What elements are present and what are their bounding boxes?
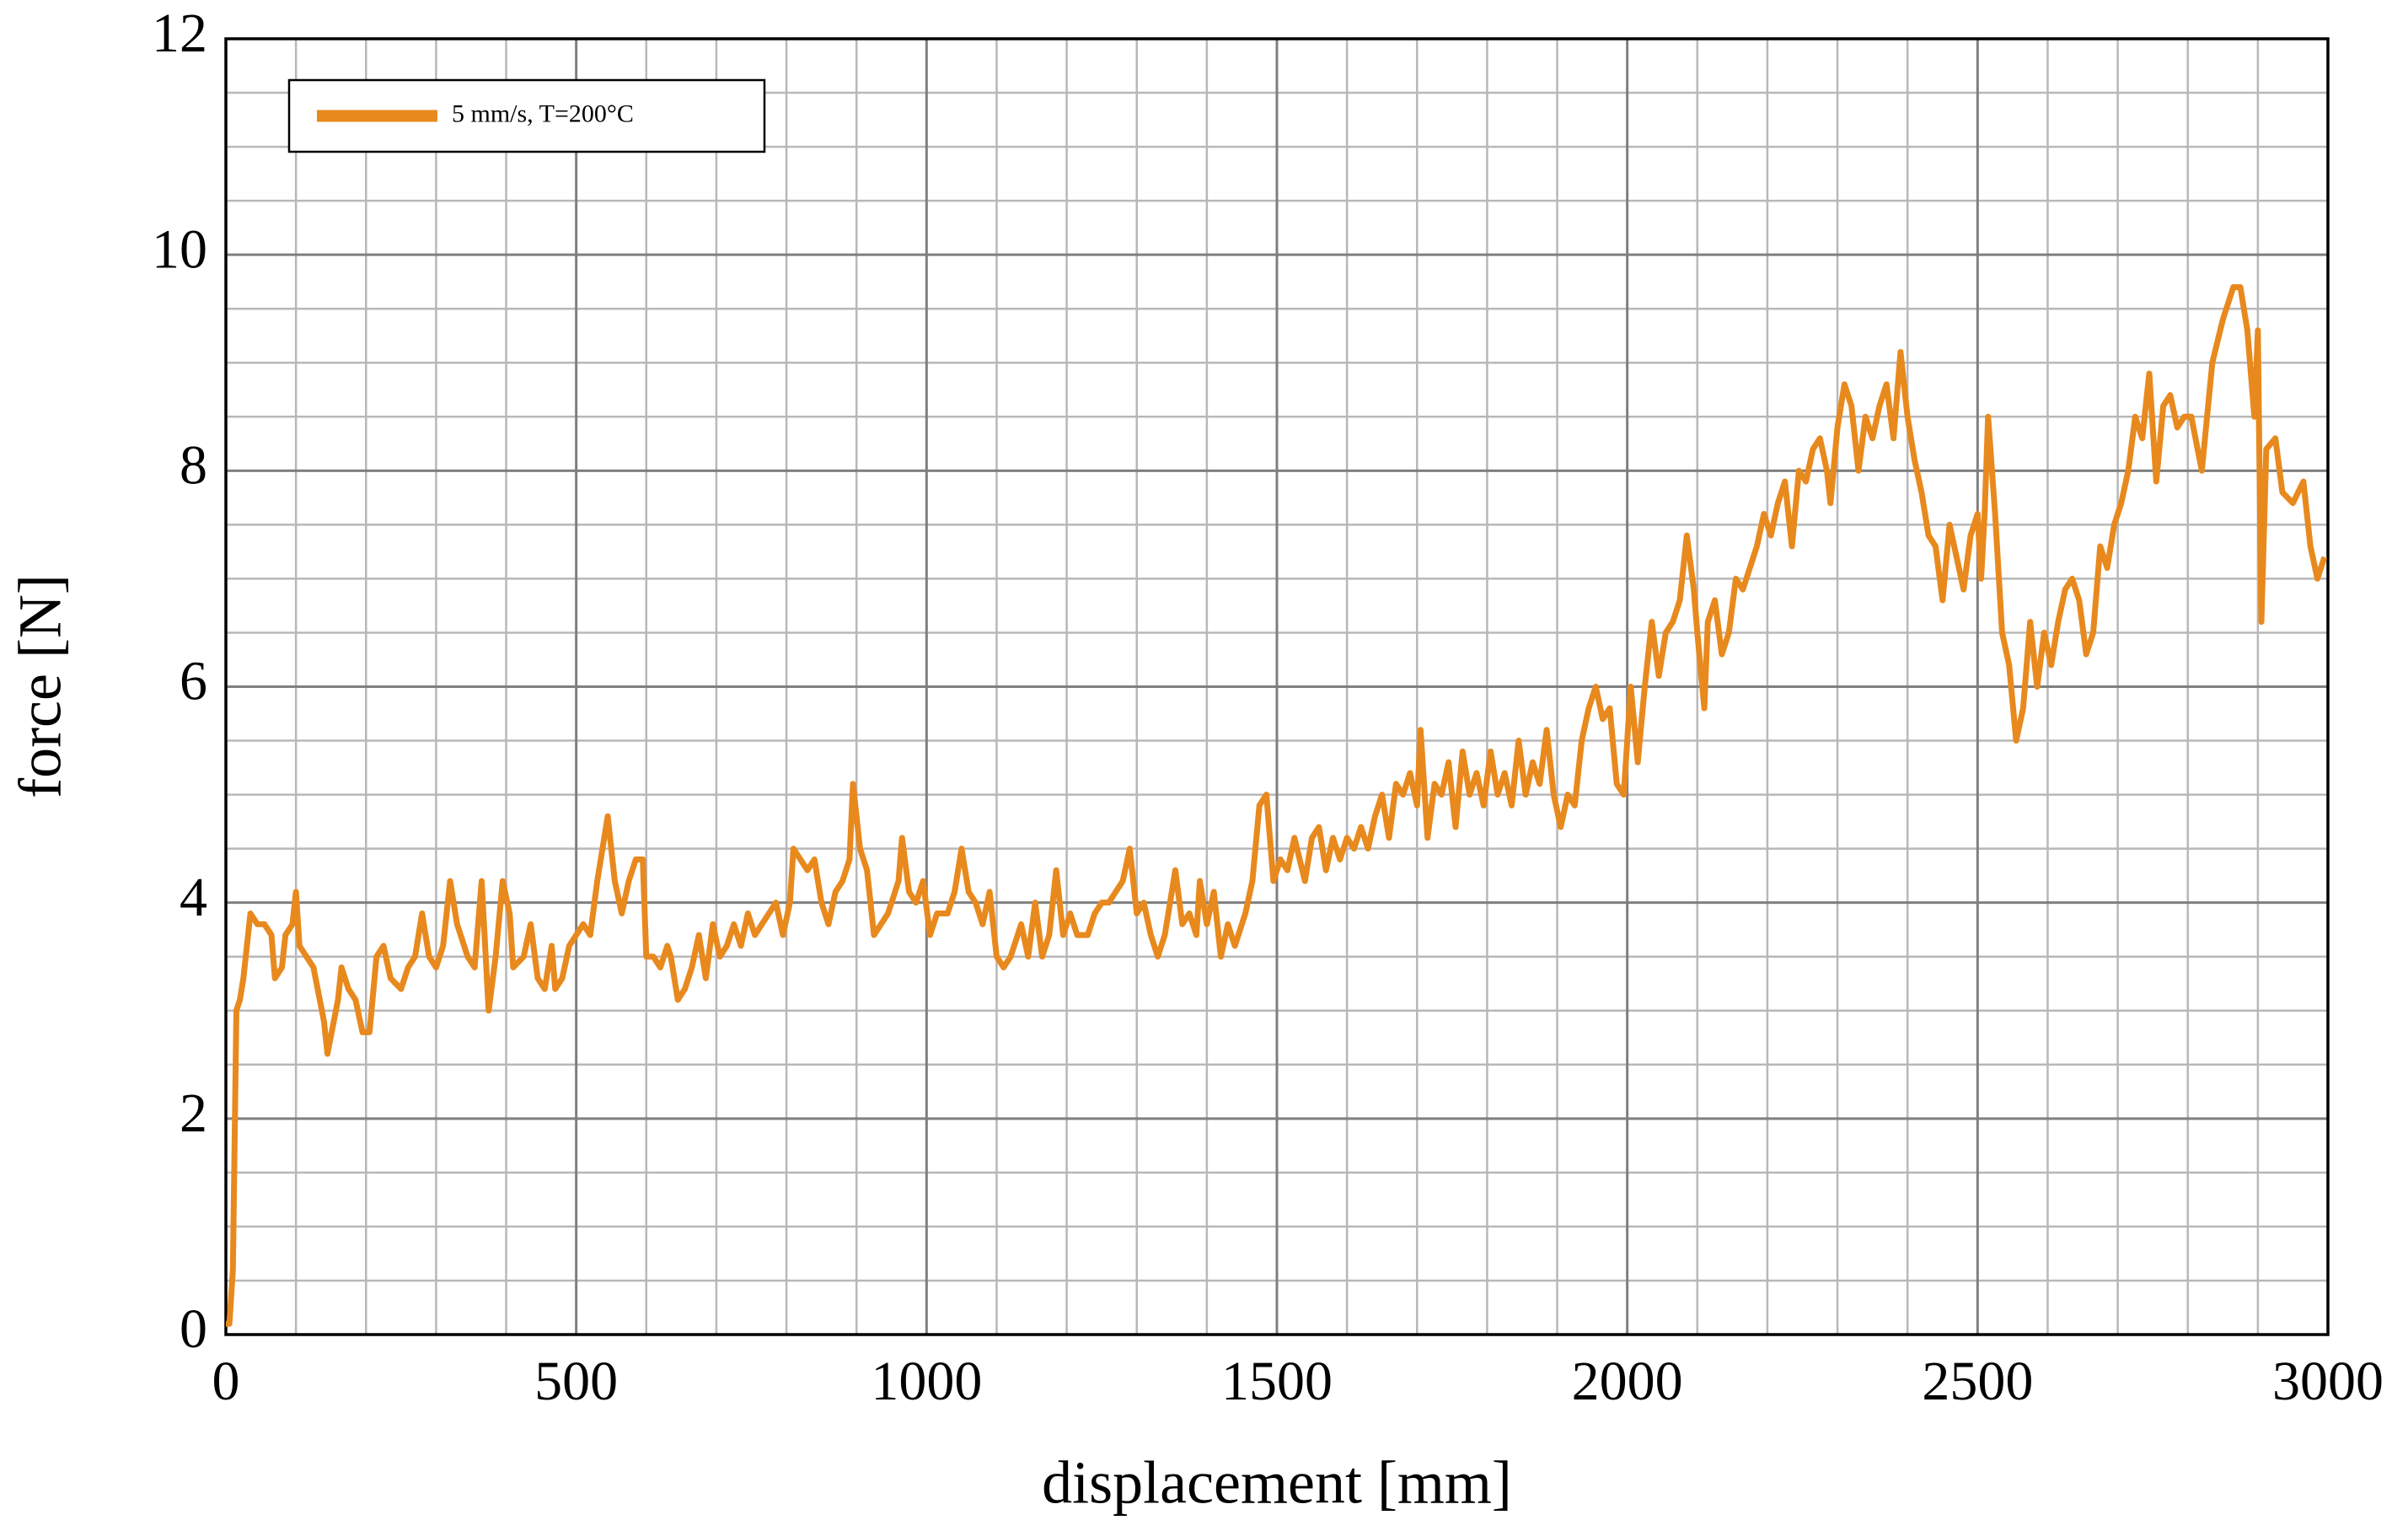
y-tick-label: 0 <box>180 1298 207 1360</box>
x-tick-label: 2500 <box>1922 1351 2033 1412</box>
y-tick-label: 12 <box>152 3 207 64</box>
x-tick-label: 2000 <box>1572 1351 1683 1412</box>
x-tick-label: 3000 <box>2272 1351 2384 1412</box>
data-line <box>226 284 2328 1327</box>
y-axis-label: force [N] <box>7 574 74 798</box>
x-tick-label: 0 <box>212 1351 240 1412</box>
x-tick-label: 1500 <box>1221 1351 1333 1412</box>
x-tick-label: 500 <box>534 1351 618 1412</box>
legend-label: 5 mm/s, T=200°C <box>452 99 634 127</box>
x-axis-label: displacement [mm] <box>1042 1449 1512 1517</box>
y-tick-label: 8 <box>180 434 207 496</box>
y-tick-label: 10 <box>152 218 207 280</box>
y-tick-label: 2 <box>180 1082 207 1144</box>
plot-frame <box>224 37 2330 1336</box>
x-tick-label: 1000 <box>871 1351 982 1412</box>
y-tick-label: 4 <box>180 867 207 928</box>
y-tick-label: 6 <box>180 651 207 712</box>
